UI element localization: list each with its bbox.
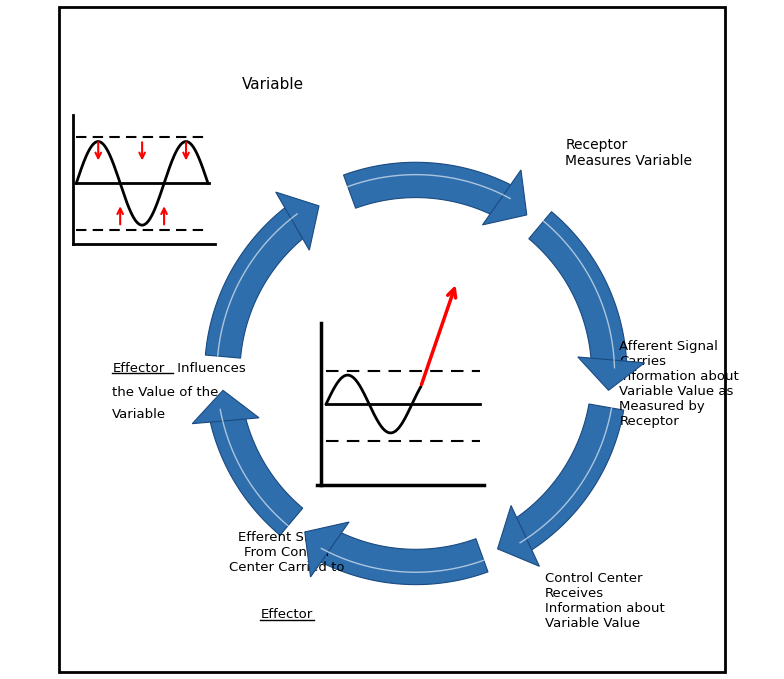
Polygon shape	[192, 390, 259, 424]
Polygon shape	[578, 357, 644, 390]
Text: the Value of the: the Value of the	[112, 386, 219, 399]
Text: Effector: Effector	[112, 361, 165, 375]
Polygon shape	[305, 522, 349, 577]
Text: Variable: Variable	[242, 77, 304, 92]
Text: Effector: Effector	[260, 608, 313, 621]
Polygon shape	[276, 192, 319, 250]
Polygon shape	[205, 204, 310, 358]
Text: Control Center
Receives
Information about
Variable Value: Control Center Receives Information abou…	[545, 572, 665, 630]
Text: Afferent Signal
Carries
Information about
Variable Value as
Measured by
Receptor: Afferent Signal Carries Information abou…	[619, 340, 739, 428]
Polygon shape	[482, 170, 527, 225]
Polygon shape	[498, 506, 539, 566]
Text: Influences: Influences	[173, 361, 246, 375]
Polygon shape	[343, 162, 516, 219]
Polygon shape	[208, 405, 303, 535]
Text: Receptor
Measures Variable: Receptor Measures Variable	[565, 138, 692, 168]
Text: Variable: Variable	[112, 407, 166, 421]
Polygon shape	[528, 212, 627, 369]
Polygon shape	[315, 528, 488, 585]
Text: Efferent Signal
From Control
Center Carried to: Efferent Signal From Control Center Carr…	[229, 531, 344, 574]
Polygon shape	[508, 404, 624, 553]
